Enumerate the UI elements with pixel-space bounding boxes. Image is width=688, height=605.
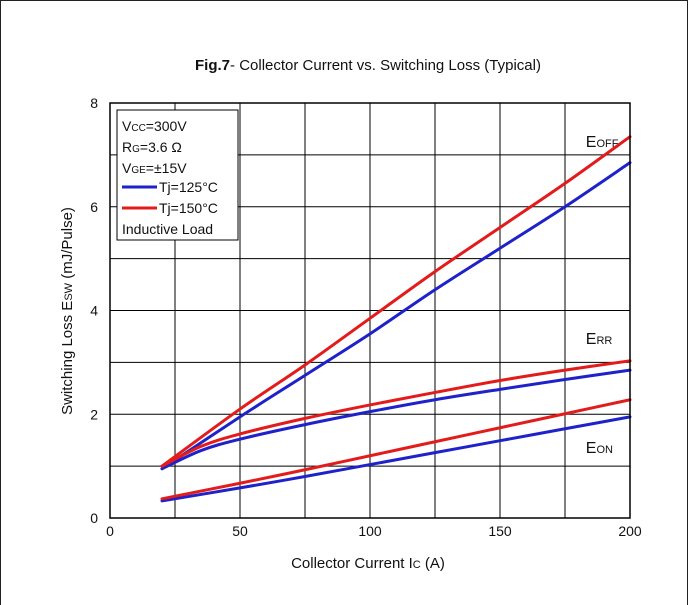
y-tick-label: 4: [90, 303, 98, 319]
y-tick-label: 8: [90, 95, 98, 111]
chart-title: Fig.7- Collector Current vs. Switching L…: [195, 57, 541, 74]
y-axis-label: Switching Loss ESW (mJ/Pulse): [59, 207, 76, 415]
legend-label-150: Tj=150°C: [159, 200, 218, 216]
title-text: - Collector Current vs. Switching Loss (…: [230, 57, 541, 74]
legend-label-125: Tj=125°C: [159, 179, 218, 195]
curve-label-rr: ERR: [586, 331, 613, 348]
series-line-e-rr-150: [160, 359, 632, 468]
x-tick-label: 200: [618, 523, 642, 539]
x-tick-label: 0: [106, 523, 114, 539]
series-line-e-on-125: [160, 415, 632, 503]
x-axis-label: Collector Current IC (A): [291, 555, 445, 572]
y-tick-label: 0: [90, 510, 98, 526]
condition-rg: RG=3.6 Ω: [122, 139, 182, 155]
data-curves: [160, 135, 632, 503]
series-line-e-on-150: [160, 398, 632, 501]
curve-label-on: EON: [586, 440, 613, 457]
series-line-e-rr-125: [160, 368, 632, 471]
curve-label-off: EOFF: [586, 134, 619, 151]
series-line-e-off-150: [160, 135, 632, 468]
condition-vge: VGE=±15V: [122, 160, 187, 176]
conditions-box-border: [116, 109, 239, 241]
x-tick-label: 50: [232, 523, 248, 539]
condition-vcc: VCC=300V: [122, 118, 187, 134]
x-tick-label: 100: [358, 523, 382, 539]
series-line-e-off-125: [160, 161, 632, 471]
grid-lines: [110, 103, 630, 518]
condition-load: Inductive Load: [122, 221, 213, 237]
y-tick-label: 6: [90, 199, 98, 215]
title-fig-label: Fig.7: [195, 57, 230, 74]
conditions-legend-box: VCC=300V RG=3.6 Ω VGE=±15V Tj=125°C Tj=1…: [116, 109, 239, 241]
y-tick-label: 2: [90, 406, 98, 422]
plot-area: [109, 102, 631, 519]
axis-ticks: 0 50 100 150 200 0 2 4 6 8: [90, 95, 642, 539]
curve-labels: EOFF ERR EON: [586, 134, 619, 457]
x-tick-label: 150: [488, 523, 512, 539]
